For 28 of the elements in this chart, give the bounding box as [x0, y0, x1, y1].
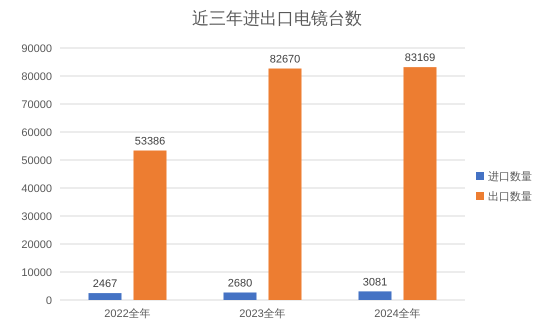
y-tick-label: 90000	[21, 43, 52, 55]
data-label: 3081	[362, 276, 388, 288]
data-label: 2680	[228, 277, 252, 290]
y-tick-label: 80000	[21, 71, 52, 83]
legend-label: 进口数量	[488, 170, 532, 183]
y-tick-label: 70000	[21, 99, 52, 111]
y-tick-label: 20000	[21, 239, 52, 251]
y-tick-label: 10000	[21, 267, 52, 279]
bar	[358, 291, 392, 300]
y-tick-label: 30000	[21, 211, 52, 223]
data-label: 82670	[270, 54, 300, 66]
x-tick-label: 2024全年	[374, 308, 421, 320]
bar	[268, 68, 302, 300]
data-label: 53386	[134, 136, 166, 148]
bar	[224, 292, 256, 300]
data-label: 83169	[404, 52, 436, 64]
bar	[404, 67, 436, 300]
x-tick-label: 2022全年	[104, 308, 151, 320]
data-label: 2467	[92, 278, 118, 290]
chart-title: 近三年进出口电镜台数	[192, 9, 362, 28]
bar	[134, 150, 166, 300]
y-tick-label: 0	[46, 295, 52, 307]
y-tick-label: 40000	[21, 183, 52, 195]
bar	[88, 293, 122, 300]
x-tick-label: 2023全年	[239, 308, 286, 320]
y-tick-label: 50000	[21, 155, 52, 167]
legend-label: 出口数量	[488, 190, 532, 203]
y-tick-label: 60000	[21, 127, 52, 139]
